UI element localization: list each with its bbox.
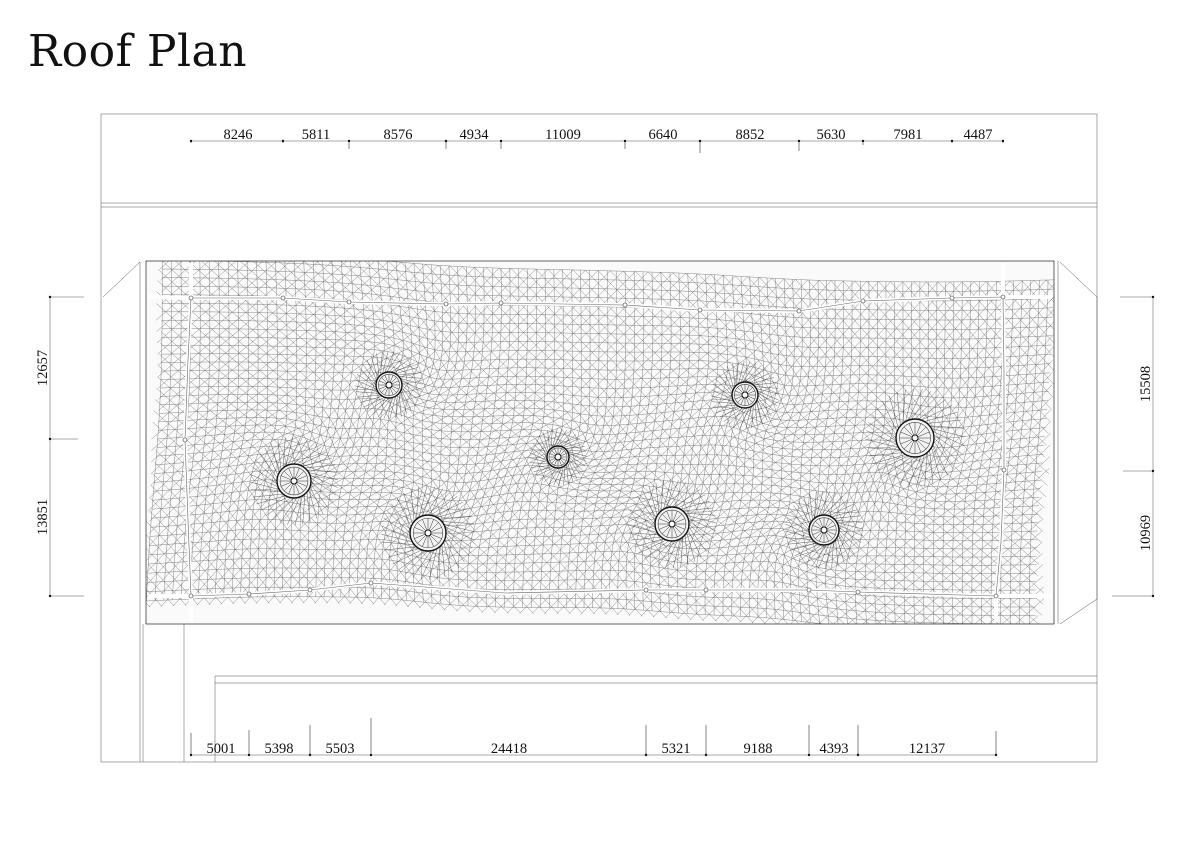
dim-top-3: 8576 bbox=[384, 127, 413, 143]
dim-top-5: 11009 bbox=[545, 127, 581, 143]
dim-bottom-7: 4393 bbox=[820, 741, 849, 757]
drain-1-icon bbox=[375, 371, 403, 399]
dim-top-8: 5630 bbox=[817, 127, 846, 143]
dim-left-1: 12657 bbox=[35, 350, 51, 386]
dim-right-1: 15508 bbox=[1138, 366, 1154, 402]
dim-bottom-1: 5001 bbox=[207, 741, 236, 757]
dimension-top: 8246 5811 8576 4934 11009 6640 8852 5630… bbox=[189, 127, 1005, 153]
dim-top-1: 8246 bbox=[224, 127, 253, 143]
dimension-right: 15508 10969 bbox=[1112, 295, 1155, 598]
dim-bottom-8: 12137 bbox=[909, 741, 945, 757]
dimension-bottom: 5001 5398 5503 24418 5321 9188 4393 1213… bbox=[189, 718, 998, 757]
dim-left-2: 13851 bbox=[35, 499, 51, 535]
dim-bottom-4: 24418 bbox=[491, 741, 527, 757]
roof-edge bbox=[145, 260, 1055, 625]
dim-bottom-3: 5503 bbox=[326, 741, 355, 757]
drain-4-icon bbox=[546, 445, 570, 469]
drain-2-icon bbox=[276, 463, 312, 499]
drain-3-icon bbox=[409, 514, 447, 552]
dim-right-2: 10969 bbox=[1138, 515, 1154, 551]
dim-top-2: 5811 bbox=[302, 127, 330, 143]
drain-5-icon bbox=[654, 506, 690, 542]
dim-top-10: 4487 bbox=[964, 127, 993, 143]
drain-8-icon bbox=[895, 418, 935, 458]
drain-7-icon bbox=[808, 514, 840, 546]
site-outline bbox=[100, 113, 1098, 763]
dim-bottom-5: 5321 bbox=[662, 741, 691, 757]
drain-6-icon bbox=[731, 381, 759, 409]
dim-bottom-2: 5398 bbox=[265, 741, 294, 757]
dimension-left: 12657 13851 bbox=[35, 295, 84, 598]
dim-top-4: 4934 bbox=[460, 127, 490, 143]
dim-bottom-6: 9188 bbox=[744, 741, 773, 757]
dim-top-7: 8852 bbox=[736, 127, 765, 143]
dim-top-6: 6640 bbox=[649, 127, 678, 143]
gutter-path bbox=[147, 263, 1052, 622]
dim-top-9: 7981 bbox=[894, 127, 923, 143]
page-title: Roof Plan bbox=[28, 26, 248, 77]
